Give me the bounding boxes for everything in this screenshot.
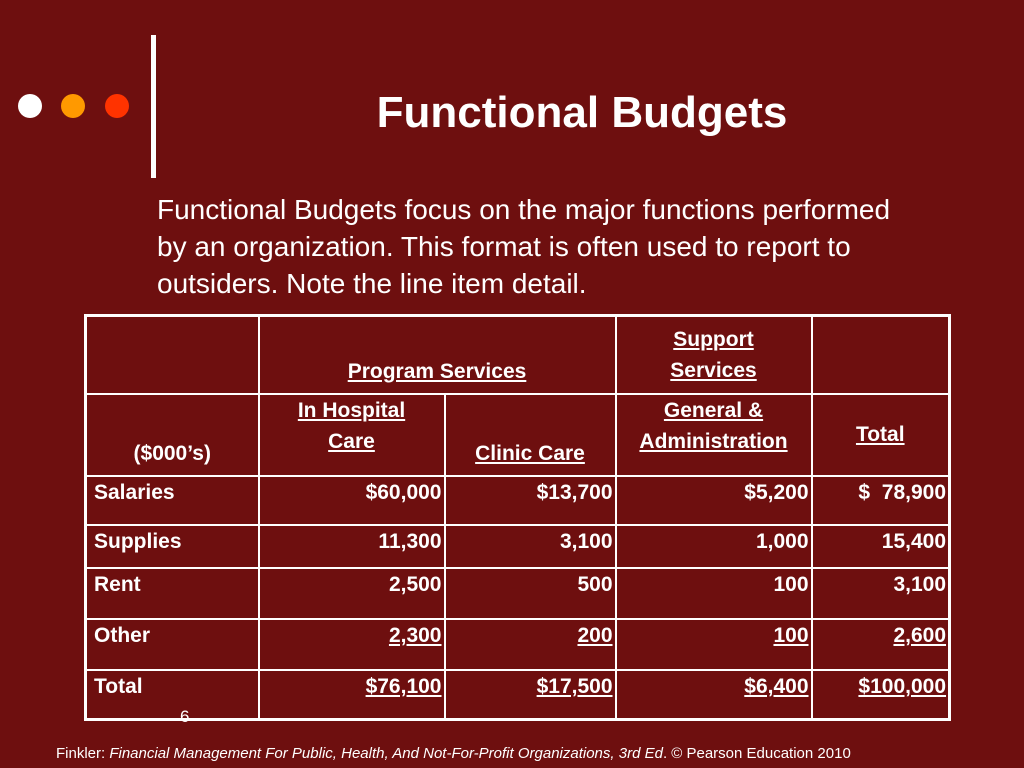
header-general-administration: General & Administration <box>614 392 813 477</box>
table-header-row-2: ($000’s) In Hospital Care Clinic Care Ge… <box>84 392 951 477</box>
table-row: Supplies 11,300 3,100 1,000 15,400 <box>84 523 951 569</box>
cell-in-hospital: $76,100 <box>257 668 446 721</box>
header-empty-cell <box>810 314 951 395</box>
slide-number: 6 <box>180 707 190 726</box>
cell-total: 2,600 <box>810 617 951 671</box>
header-total: Total <box>810 392 951 477</box>
cell-ga: $5,200 <box>614 474 813 526</box>
cell-ga: $6,400 <box>614 668 813 721</box>
table-row: Other 2,300 200 100 2,600 <box>84 617 951 671</box>
cell-total: $100,000 <box>810 668 951 721</box>
red-dot-icon <box>105 94 129 118</box>
cell-clinic: $17,500 <box>443 668 617 721</box>
table-row: Salaries $60,000 $13,700 $5,200 $ 78,900 <box>84 474 951 526</box>
table-header-row-1: Program Services Support Services <box>84 314 951 395</box>
footer-prefix: Finkler: <box>56 745 110 762</box>
footer-suffix: . © Pearson Education 2010 <box>662 745 851 762</box>
cell-ga: 1,000 <box>614 523 813 569</box>
row-label: Rent <box>84 566 260 620</box>
cell-in-hospital: $60,000 <box>257 474 446 526</box>
cell-clinic: $13,700 <box>443 474 617 526</box>
orange-dot-icon <box>61 94 85 118</box>
cell-total: 15,400 <box>810 523 951 569</box>
cell-total: 3,100 <box>810 566 951 620</box>
slide-intro: Functional Budgets focus on the major fu… <box>157 194 891 299</box>
footer-book-title: Financial Management For Public, Health,… <box>109 745 663 762</box>
header-program-services: Program Services <box>257 314 617 395</box>
row-label: Other <box>84 617 260 671</box>
header-empty-cell <box>84 314 260 395</box>
functional-budget-table: Program Services Support Services ($000’… <box>84 314 952 721</box>
header-units: ($000’s) <box>84 392 260 477</box>
row-label: Supplies <box>84 523 260 569</box>
cell-clinic: 500 <box>443 566 617 620</box>
footer-citation: Finkler: Financial Management For Public… <box>56 745 851 762</box>
header-support-services: Support Services <box>614 314 813 395</box>
cell-total: $ 78,900 <box>810 474 951 526</box>
cell-in-hospital: 2,500 <box>257 566 446 620</box>
cell-in-hospital: 11,300 <box>257 523 446 569</box>
cell-ga: 100 <box>614 617 813 671</box>
table-row: Rent 2,500 500 100 3,100 <box>84 566 951 620</box>
slide-title: Functional Budgets <box>376 88 788 137</box>
header-clinic-care: Clinic Care <box>443 392 617 477</box>
cell-in-hospital: 2,300 <box>257 617 446 671</box>
header-in-hospital-care: In Hospital Care <box>257 392 446 477</box>
row-label: Salaries <box>84 474 260 526</box>
title-divider <box>151 35 156 178</box>
cell-ga: 100 <box>614 566 813 620</box>
row-label: Total <box>84 668 260 721</box>
white-dot-icon <box>18 94 42 118</box>
cell-clinic: 200 <box>443 617 617 671</box>
cell-clinic: 3,100 <box>443 523 617 569</box>
table-row-total: Total $76,100 $17,500 $6,400 $100,000 <box>84 668 951 721</box>
